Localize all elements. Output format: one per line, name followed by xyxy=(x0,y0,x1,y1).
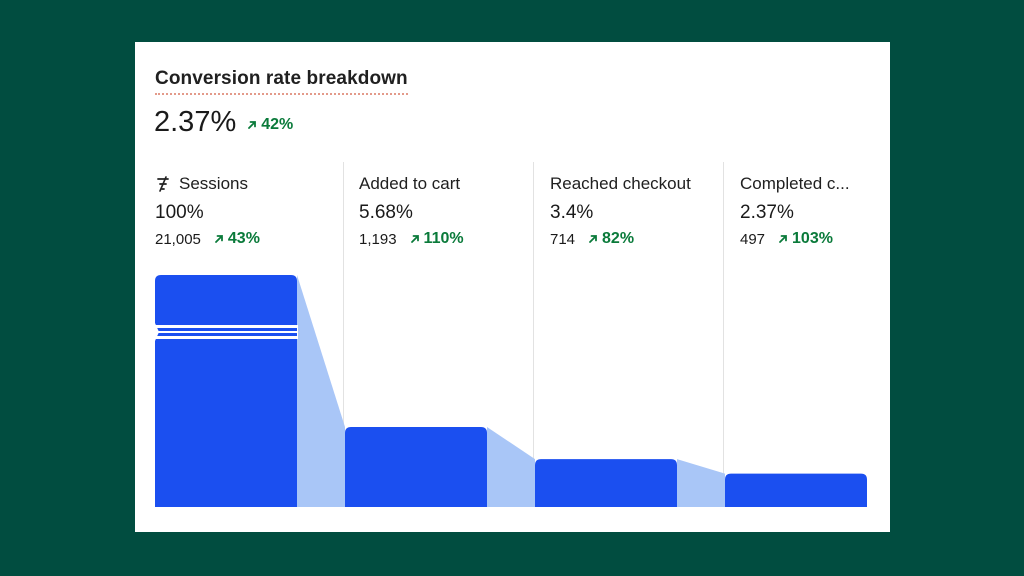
chart-title[interactable]: Conversion rate breakdown xyxy=(155,68,408,95)
arrow-up-right-icon xyxy=(589,235,597,243)
stage-stats: 714 82% xyxy=(550,230,691,248)
stage-change: 82% xyxy=(587,230,634,248)
funnel-bar[interactable] xyxy=(345,427,487,507)
headline-change-value: 42% xyxy=(261,116,294,133)
funnel-connector xyxy=(677,459,725,507)
stage-change-value: 103% xyxy=(792,230,833,247)
funnel-connector xyxy=(297,275,345,507)
stage-label: Completed c... xyxy=(740,174,850,194)
stage-stats: 497 103% xyxy=(740,230,850,248)
stage-completed-checkout[interactable]: Completed c... 2.37% 497 103% xyxy=(740,174,850,248)
headline-change: 42% xyxy=(246,116,293,134)
stage-label: Reached checkout xyxy=(550,174,691,194)
arrow-up-right-icon xyxy=(779,235,787,243)
stage-name: Reached checkout xyxy=(550,174,691,193)
funnel-bar[interactable] xyxy=(155,275,297,507)
funnel-bar[interactable] xyxy=(725,473,867,507)
axis-break-line xyxy=(157,333,297,336)
funnel-connector xyxy=(487,427,535,507)
stage-label: Added to cart xyxy=(359,174,464,194)
stage-divider xyxy=(343,162,344,507)
stage-stats: 21,005 43% xyxy=(155,230,260,248)
headline: 2.37% 42% xyxy=(154,106,293,139)
axis-break xyxy=(154,325,298,339)
stage-sessions[interactable]: Sessions 100% 21,005 43% xyxy=(155,174,260,248)
stage-percent: 5.68% xyxy=(359,202,413,223)
arrow-up-right-icon xyxy=(248,121,257,129)
headline-value: 2.37% xyxy=(154,106,237,138)
stage-reached-checkout[interactable]: Reached checkout 3.4% 714 82% xyxy=(550,174,691,248)
stage-change-value: 82% xyxy=(602,230,635,247)
arrow-up-right-icon xyxy=(214,235,223,243)
stage-stats: 1,193 110% xyxy=(359,230,464,248)
funnel-bar[interactable] xyxy=(535,459,677,507)
stage-label: Sessions xyxy=(155,174,260,194)
funnel-icon xyxy=(157,176,169,192)
stage-divider xyxy=(723,162,724,507)
stage-count: 21,005 xyxy=(155,230,201,248)
stage-change: 110% xyxy=(409,230,464,248)
stage-count: 1,193 xyxy=(359,230,397,248)
stage-percent: 100% xyxy=(155,202,204,223)
stage-count: 497 xyxy=(740,230,766,248)
stage-name: Sessions xyxy=(179,174,248,193)
axis-break-notch xyxy=(155,323,159,341)
stage-added-to-cart[interactable]: Added to cart 5.68% 1,193 110% xyxy=(359,174,464,248)
arrow-up-right-icon xyxy=(410,235,419,243)
stage-name: Completed c... xyxy=(740,174,850,193)
stage-change-value: 43% xyxy=(227,230,260,247)
stage-name: Added to cart xyxy=(359,174,461,193)
stage-change: 43% xyxy=(213,230,260,248)
stage-percent: 2.37% xyxy=(740,202,794,223)
conversion-card: Conversion rate breakdown 2.37% 42% Sess… xyxy=(135,42,890,532)
stage-percent: 3.4% xyxy=(550,202,594,223)
stage-divider xyxy=(533,162,534,507)
funnel-chart xyxy=(154,275,867,507)
stage-change: 103% xyxy=(777,230,833,248)
stage-count: 714 xyxy=(550,230,576,248)
stage-change-value: 110% xyxy=(423,230,464,247)
axis-break-line xyxy=(157,328,297,331)
